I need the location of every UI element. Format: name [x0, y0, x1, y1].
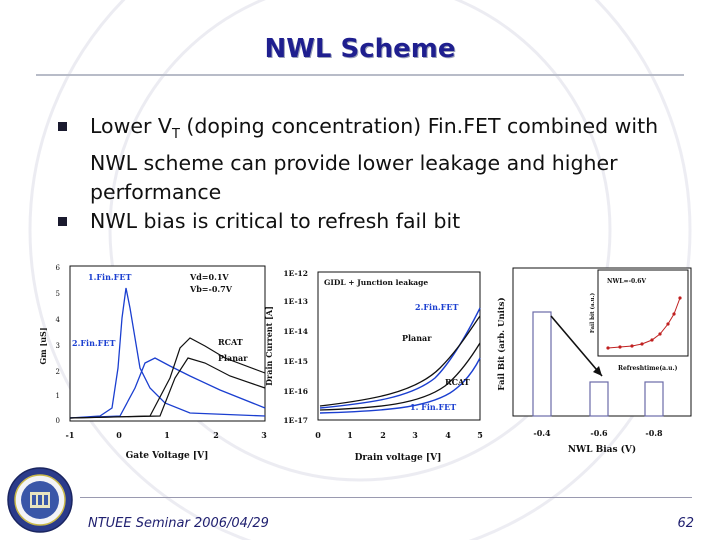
fig2-xtick: 4: [445, 430, 451, 440]
fig2-finfet2-curve: [319, 307, 481, 409]
fig1-ytick: 1: [56, 392, 60, 400]
fig2-ytick: 1E-17: [283, 416, 308, 425]
bullet-square-icon: [58, 122, 67, 131]
fig2-finfet1-label: 1. Fin.FET: [410, 402, 456, 412]
fig2-xtick: 5: [477, 430, 483, 440]
fig1-ytick: 3: [56, 342, 60, 350]
fig3-bar-0.6: [589, 381, 609, 417]
bullet-item-1: Lower VT (doping concentration) Fin.FET …: [56, 112, 676, 207]
fig1-bias-label-1: Vd=0.1V: [189, 272, 229, 282]
fig1-ytick: 6: [56, 264, 61, 272]
bullet-1-subscript: T: [171, 127, 180, 143]
title-divider: [36, 74, 684, 76]
fig2-gidl-label: GIDL + Junction leakage: [324, 278, 428, 287]
fig1-y-axis-label: Gm [uS]: [40, 327, 48, 364]
fig2-xtick: 3: [412, 430, 418, 440]
figure-gm-plot: 6 5 4 3 2 1 0 -1 0 1 2 3 Gate Voltage [V…: [40, 264, 267, 461]
fig2-ytick: 1E-14: [283, 327, 308, 336]
fig2-xtick: 0: [315, 430, 321, 440]
fig2-rcat-label: RCAT: [445, 377, 470, 387]
fig3-arrow-head: [593, 366, 602, 376]
fig3-y-axis-label: Fail Bit (arb. Units): [496, 297, 507, 390]
fig2-finfet1-curve: [319, 357, 481, 414]
fig1-finfet1-label: 1.Fin.FET: [88, 272, 131, 282]
bullet-2-text: NWL bias is critical to refresh fail bit: [90, 209, 461, 234]
fig2-ytick: 1E-13: [283, 297, 308, 306]
bullet-item-2: NWL bias is critical to refresh fail bit: [56, 207, 676, 236]
fig3-inset-label: NWL=-0.6V: [607, 278, 646, 285]
fig2-x-axis-label: Drain voltage [V]: [355, 453, 442, 463]
fig1-xtick: 1: [164, 430, 170, 440]
fig2-y-axis-label: Drain Current [A]: [264, 306, 274, 386]
fig1-xtick: 3: [261, 430, 267, 440]
fig3-bar-0.4: [532, 311, 552, 417]
fig1-planar-label: Planar: [218, 353, 248, 363]
fig3-xtick: -0.8: [645, 428, 663, 438]
fig3-arrow-line: [550, 315, 603, 377]
fig1-x-axis-label: Gate Voltage [V]: [126, 451, 209, 461]
university-seal-logo: [7, 467, 73, 533]
fig2-planar-label: Planar: [402, 333, 432, 343]
fig1-planar-curve: [69, 357, 266, 419]
fig1-ytick: 5: [56, 290, 60, 298]
fig2-ytick: 1E-12: [283, 269, 308, 278]
fig2-ytick: 1E-15: [283, 357, 308, 366]
fig1-ytick: 2: [56, 368, 60, 376]
fig3-inset-xlabel: Refreshtime(a.u.): [618, 365, 678, 372]
fig1-xtick: 2: [213, 430, 219, 440]
bullet-list: Lower VT (doping concentration) Fin.FET …: [56, 112, 676, 236]
fig2-finfet2-label: 2.Fin.FET: [415, 302, 458, 312]
fig1-xtick: 0: [116, 430, 122, 440]
figure-leakage-plot: 1E-12 1E-13 1E-14 1E-15 1E-16 1E-17 0 1 …: [264, 269, 483, 463]
bullet-1-lead: Lower V: [90, 114, 172, 138]
page-number: 62: [677, 516, 694, 531]
fig1-xtick: -1: [66, 430, 75, 440]
figure-failbit-plot: NWL=-0.6V Refreshtime(a.u.) Fail bit (a.…: [496, 267, 692, 455]
bullet-1-rest: (doping concentration) Fin.FET combined …: [90, 114, 659, 205]
fig1-ytick: 0: [56, 417, 60, 425]
bullet-square-icon: [58, 217, 67, 227]
footer-seminar: NTUEE Seminar 2006/04/29: [88, 516, 269, 531]
slide-title: NWL Scheme: [264, 34, 456, 64]
fig1-rcat-label: RCAT: [218, 337, 243, 347]
fig3-xtick: -0.4: [533, 428, 551, 438]
fig3-inset-points: [606, 296, 682, 350]
fig3-x-axis-label: NWL Bias (V): [568, 444, 636, 455]
fig2-ytick: 1E-16: [283, 387, 308, 396]
fig1-rcat-curve: [69, 337, 266, 419]
fig1-finfet2-curve: [69, 357, 266, 419]
fig1-finfet2-label: 2.Fin.FET: [72, 338, 115, 348]
fig3-inset-ylabel: Fail bit (a.u.): [589, 292, 596, 333]
fig2-rcat-curve: [319, 342, 481, 411]
figure-panel: 6 5 4 3 2 1 0 -1 0 1 2 3 Gate Voltage [V…: [40, 264, 692, 463]
fig3-bar-0.8: [644, 381, 664, 417]
fig2-xtick: 1: [347, 430, 353, 440]
footer-divider: [80, 497, 692, 498]
fig2-planar-curve: [319, 315, 481, 407]
fig2-axes-frame: [317, 271, 481, 421]
fig1-ytick: 4: [56, 316, 61, 324]
fig2-xtick: 2: [380, 430, 386, 440]
fig1-bias-label-2: Vb=-0.7V: [189, 284, 233, 294]
fig3-xtick: -0.6: [590, 428, 608, 438]
